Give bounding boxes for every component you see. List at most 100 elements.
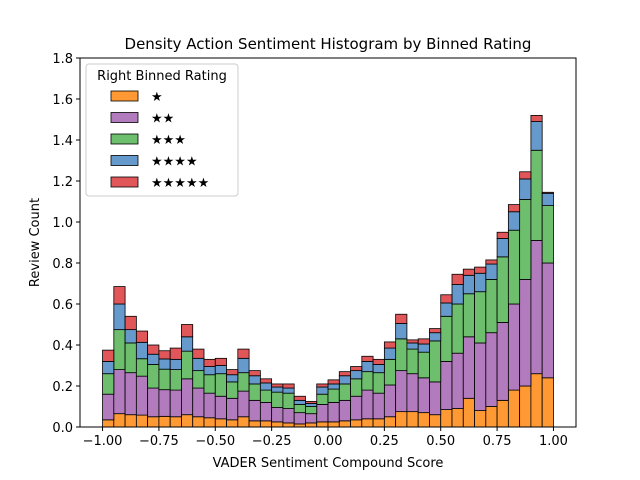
bar-series-3-bin-5 (147, 364, 160, 389)
bar-series-5-bin-29 (417, 338, 430, 345)
bar-series-1-bin-25 (372, 418, 385, 428)
bar-series-2-bin-9 (192, 387, 205, 418)
bar-series-4-bin-19 (305, 403, 318, 407)
bar-series-3-bin-24 (361, 371, 374, 391)
bar-series-1-bin-7 (169, 416, 182, 428)
bar-series-5-bin-31 (440, 294, 453, 304)
bar-series-4-bin-27 (395, 323, 408, 340)
bar-series-1-bin-21 (327, 421, 340, 428)
bar-series-1-bin-34 (474, 410, 487, 428)
bar-series-3-bin-36 (496, 256, 509, 323)
bar-series-4-bin-7 (169, 358, 182, 371)
bar-series-3-bin-39 (530, 149, 543, 241)
bar-series-2-bin-39 (530, 240, 543, 375)
bar-series-2-bin-31 (440, 360, 453, 410)
bar-series-4-bin-30 (429, 332, 442, 342)
bar-series-1-bin-33 (462, 397, 475, 428)
bar-series-3-bin-17 (282, 392, 295, 409)
legend: Right Binned Rating ★★★★★★★★★★★★★★★ (85, 63, 239, 197)
bar-series-5-bin-28 (406, 339, 419, 344)
bar-series-1-bin-30 (429, 414, 442, 428)
bar-series-1-bin-9 (192, 416, 205, 428)
bar-series-5-bin-39 (530, 115, 543, 122)
bar-series-2-bin-26 (383, 384, 397, 418)
bar-series-5-bin-7 (169, 347, 182, 360)
bar-series-4-bin-36 (496, 237, 509, 258)
bar-series-2-bin-21 (327, 401, 340, 423)
x-tick-label: −1.00 (83, 434, 123, 449)
bar-series-4-bin-25 (372, 364, 385, 374)
bar-series-5-bin-18 (293, 395, 306, 401)
bar-series-5-bin-15 (259, 378, 273, 384)
bar-series-3-bin-38 (519, 199, 532, 280)
bar-series-1-bin-35 (485, 406, 498, 428)
legend-title: Right Binned Rating (97, 69, 227, 84)
bar-series-2-bin-30 (429, 381, 442, 416)
bar-series-3-bin-25 (372, 372, 385, 394)
y-tick-label: 1.0 (52, 216, 73, 231)
bar-series-1-bin-15 (259, 420, 273, 428)
bar-series-2-bin-10 (203, 392, 216, 419)
bar-series-3-bin-11 (214, 373, 227, 397)
x-axis: −1.00 −0.75 −0.50 −0.25 0.00 0.25 0.50 0.75 1.00 (83, 427, 568, 449)
bar-series-5-bin-17 (282, 383, 295, 389)
x-axis-label: VADER Sentiment Compound Score (213, 456, 444, 471)
y-tick-label: 0.2 (52, 380, 73, 395)
bar-series-3-bin-10 (203, 374, 216, 394)
bar-series-2-bin-35 (485, 332, 498, 407)
bar-series-1-bin-26 (383, 416, 397, 428)
bar-series-4-bin-39 (530, 121, 543, 151)
bar-series-2-bin-34 (474, 342, 487, 412)
legend-items: ★★★★★★★★★★★★★★★ (110, 90, 209, 191)
bar-series-5-bin-34 (474, 266, 487, 274)
bar-series-2-bin-8 (181, 378, 194, 416)
bar-series-2-bin-32 (451, 352, 464, 409)
bar-series-5-bin-33 (462, 268, 475, 276)
bar-series-2-bin-16 (271, 407, 284, 423)
bar-series-4-bin-10 (203, 366, 216, 376)
bar-series-3-bin-13 (237, 372, 250, 392)
bar-series-4-bin-6 (158, 358, 171, 370)
bar-series-3-bin-40 (541, 205, 554, 264)
bar-series-4-bin-21 (327, 383, 340, 390)
bar-series-3-bin-32 (451, 303, 464, 354)
bar-series-4-bin-24 (361, 360, 374, 373)
bar-series-2-bin-20 (316, 404, 329, 423)
bar-series-2-bin-11 (214, 395, 227, 420)
bar-series-2-bin-17 (282, 408, 295, 424)
x-tick-label: −0.75 (139, 434, 179, 449)
bar-series-1-bin-40 (541, 377, 554, 428)
chart-title: Density Action Sentiment Histogram by Bi… (125, 35, 532, 53)
legend-label-4: ★★★★ (151, 155, 198, 170)
bar-series-3-bin-8 (181, 350, 194, 380)
bar-series-3-bin-2 (113, 329, 126, 371)
bar-series-1-bin-3 (124, 414, 137, 428)
y-tick-label: 1.2 (52, 175, 73, 190)
bar-series-4-bin-8 (181, 336, 194, 352)
bar-series-3-bin-23 (350, 378, 363, 397)
bar-series-1-bin-20 (316, 421, 329, 428)
y-axis: 0.0 0.2 0.4 0.6 0.8 1.0 1.2 1.4 1.6 1.8 (52, 52, 80, 436)
bar-series-3-bin-35 (485, 278, 498, 334)
bar-series-5-bin-11 (214, 357, 227, 366)
bar-series-2-bin-36 (496, 322, 509, 401)
bar-series-5-bin-20 (316, 383, 329, 388)
bar-series-4-bin-23 (350, 370, 363, 380)
bar-series-1-bin-22 (338, 420, 351, 428)
legend-swatch-1 (110, 90, 139, 102)
bar-series-1-bin-4 (135, 414, 149, 428)
bar-series-1-bin-8 (181, 414, 194, 428)
bar-series-4-bin-11 (214, 365, 227, 375)
bar-series-5-bin-8 (181, 324, 194, 338)
bar-series-5-bin-24 (361, 355, 374, 362)
bar-series-5-bin-19 (305, 400, 318, 404)
bar-series-1-bin-17 (282, 422, 295, 428)
bar-series-2-bin-22 (338, 399, 351, 422)
bar-series-2-bin-6 (158, 389, 171, 417)
y-tick-label: 0.8 (52, 257, 73, 272)
legend-swatch-5 (110, 176, 139, 188)
y-tick-label: 1.4 (52, 134, 73, 149)
bar-series-4-bin-29 (417, 343, 430, 353)
bar-series-1-bin-10 (203, 417, 216, 428)
bar-series-2-bin-29 (417, 377, 430, 414)
